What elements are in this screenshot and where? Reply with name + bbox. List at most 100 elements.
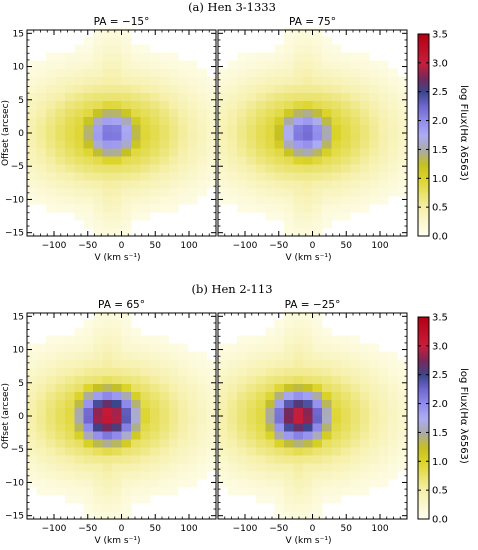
flux-cell — [121, 44, 132, 53]
flux-cell — [168, 68, 179, 77]
colorbar-segment — [418, 387, 429, 390]
flux-cell — [388, 399, 398, 408]
flux-cell — [27, 431, 37, 440]
flux-cell — [168, 180, 179, 189]
flux-cell — [93, 399, 103, 408]
flux-cell — [206, 140, 217, 149]
colorbar-segment — [418, 493, 429, 495]
flux-cell — [236, 164, 247, 173]
flux-cell — [159, 487, 170, 496]
flux-cell — [312, 180, 323, 189]
flux-cell — [149, 148, 160, 157]
flux-cell — [312, 463, 323, 472]
flux-cell — [187, 439, 198, 448]
flux-cell — [121, 188, 132, 197]
flux-cell — [274, 399, 285, 408]
colorbar-segment — [418, 403, 429, 406]
flux-cell — [27, 140, 37, 149]
flux-cell — [369, 375, 380, 384]
flux-cell — [83, 343, 94, 352]
flux-cell — [140, 44, 151, 53]
y-tick-label: −10 — [5, 478, 24, 488]
colorbar-segment — [418, 396, 429, 399]
flux-cell — [255, 172, 266, 181]
flux-cell — [265, 399, 276, 408]
flux-cell — [74, 180, 85, 189]
flux-cell — [303, 439, 313, 448]
flux-cell — [331, 487, 342, 496]
flux-cell — [55, 383, 66, 392]
flux-cell — [303, 100, 313, 109]
flux-cell — [121, 76, 132, 85]
flux-cell — [149, 108, 160, 117]
flux-cell — [187, 447, 198, 456]
flux-cell — [206, 415, 217, 424]
y-tick-label: −5 — [11, 445, 24, 455]
flux-cell — [83, 76, 94, 85]
flux-cell — [340, 479, 351, 488]
flux-cell — [293, 335, 304, 344]
flux-cell — [284, 140, 294, 149]
flux-cell — [293, 172, 304, 181]
flux-cell — [168, 367, 179, 376]
flux-cell — [388, 439, 398, 448]
colorbar-segment — [418, 140, 429, 143]
flux-cell — [303, 423, 313, 432]
colorbar-segment — [418, 54, 429, 57]
flux-cell — [102, 212, 113, 221]
flux-cell — [159, 108, 170, 117]
flux-cell — [218, 132, 228, 141]
flux-cell — [274, 196, 285, 205]
flux-cell — [312, 28, 323, 38]
flux-cell — [140, 212, 151, 221]
flux-cell — [378, 479, 389, 488]
flux-cell — [378, 359, 389, 368]
flux-cell — [388, 383, 398, 392]
flux-cell — [74, 204, 85, 213]
flux-cell — [93, 116, 103, 125]
flux-cell — [331, 367, 342, 376]
flux-cell — [359, 471, 370, 480]
colorbar-segment — [418, 436, 429, 439]
flux-cell — [93, 447, 103, 456]
x-axis-label: V (km s⁻¹) — [95, 536, 141, 546]
flux-cell — [55, 108, 66, 117]
colorbar-segment — [418, 491, 429, 494]
flux-cell — [236, 148, 247, 157]
flux-cell — [255, 383, 266, 392]
flux-cell — [121, 164, 132, 173]
flux-cell — [359, 188, 370, 197]
colorbar-tick-label: 3.5 — [432, 313, 448, 324]
flux-cell — [102, 327, 113, 336]
flux-cell — [350, 391, 361, 400]
flux-cell — [369, 359, 380, 368]
flux-cell — [83, 479, 94, 488]
flux-cell — [265, 439, 276, 448]
flux-cell — [369, 471, 380, 480]
flux-cell — [397, 164, 408, 173]
flux-cell — [149, 471, 160, 480]
flux-cell — [130, 164, 141, 173]
colorbar-segment — [418, 123, 429, 126]
flux-cell — [140, 415, 151, 424]
flux-cell — [218, 359, 228, 368]
flux-cell — [130, 367, 141, 376]
flux-cell — [102, 511, 113, 520]
flux-cell — [265, 463, 276, 472]
flux-cell — [255, 455, 266, 464]
flux-cell — [45, 383, 56, 392]
flux-cell — [397, 148, 408, 157]
flux-cell — [312, 44, 323, 53]
colorbar-segment — [418, 342, 429, 345]
colorbar-segment — [418, 72, 429, 75]
colorbar-segment — [418, 474, 429, 477]
flux-cell — [312, 319, 323, 329]
flux-cell — [102, 343, 113, 352]
flux-cell — [265, 495, 276, 504]
flux-cell — [227, 76, 238, 85]
flux-cell — [293, 164, 304, 173]
flux-cell — [130, 100, 141, 109]
colorbar-tick-label: 1.0 — [432, 174, 448, 185]
colorbar-segment — [418, 41, 429, 44]
flux-cell — [284, 463, 294, 472]
